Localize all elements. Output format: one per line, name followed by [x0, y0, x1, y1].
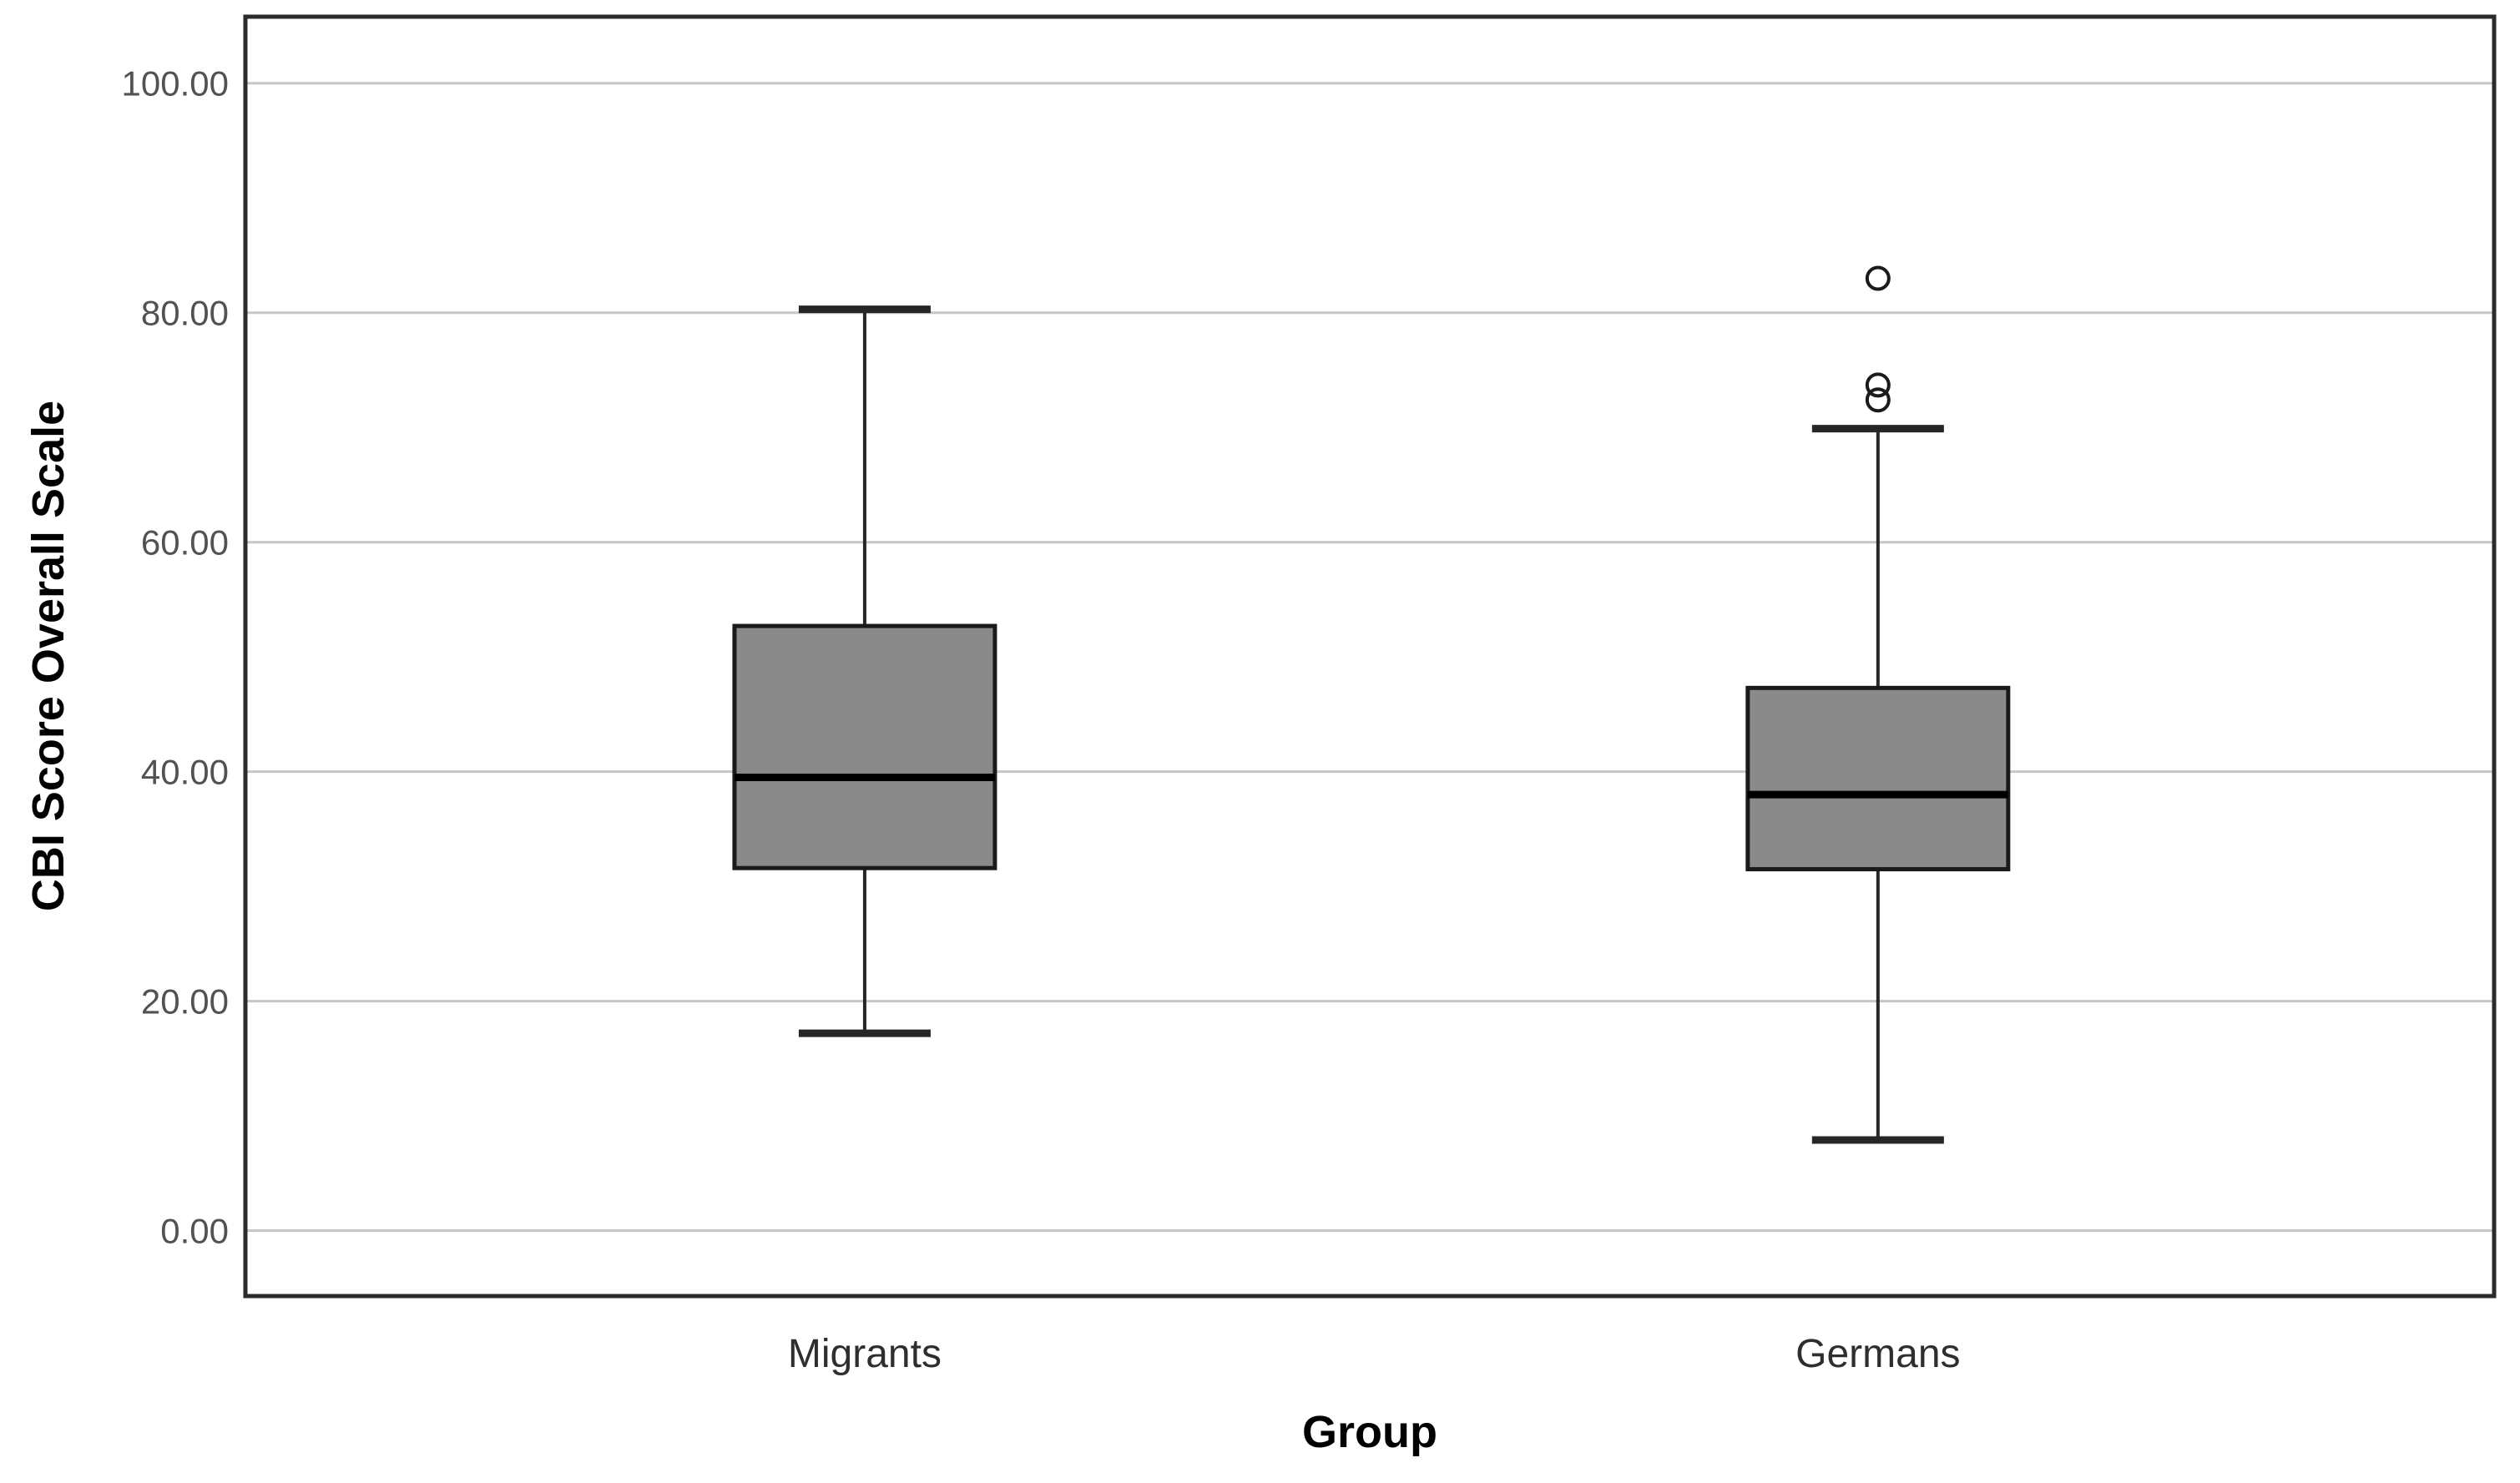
- box-series-germans: Germans: [1745, 265, 2011, 1376]
- plot-frame: [243, 14, 2497, 1299]
- y-tick-label: 40.00: [141, 753, 229, 792]
- iqr-box: [1745, 685, 2011, 872]
- y-tick-label: 60.00: [141, 523, 229, 562]
- y-tick-label: 0.00: [160, 1212, 229, 1251]
- y-tick-label: 20.00: [141, 982, 229, 1021]
- box-series-migrants: Migrants: [732, 305, 997, 1376]
- y-axis-title: CBI Score Overall Scale: [23, 400, 73, 912]
- outlier-marker: [1865, 265, 1891, 291]
- iqr-box: [732, 623, 997, 870]
- x-category-label: Migrants: [788, 1332, 942, 1376]
- y-tick-label: 80.00: [141, 294, 229, 333]
- outlier-marker: [1865, 372, 1891, 398]
- y-tick-label: 100.00: [122, 64, 229, 103]
- x-axis-title: Group: [1302, 1407, 1437, 1457]
- outlier-marker: [1865, 387, 1891, 413]
- x-category-label: Germans: [1795, 1332, 1960, 1376]
